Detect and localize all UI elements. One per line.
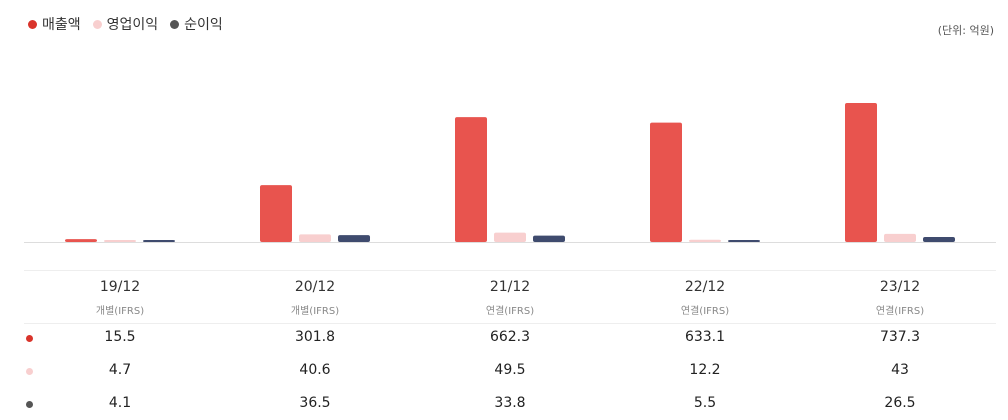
row-dot-operating-profit — [26, 368, 33, 375]
legend-label-net-income: 순이익 — [184, 17, 223, 33]
bar-operating-profit-2[interactable] — [494, 232, 526, 242]
bar-revenue-3[interactable] — [650, 122, 682, 242]
legend-dot-operating-profit — [92, 19, 102, 29]
legend-label-operating-profit: 영업이익 — [106, 17, 159, 33]
period-type-0: 개별(IFRS) — [95, 306, 145, 317]
period-label-1: 20/12 — [294, 279, 336, 295]
bar-revenue-0[interactable] — [65, 239, 97, 242]
period-type-4: 연결(IFRS) — [875, 306, 925, 317]
period-label-4: 23/12 — [879, 279, 921, 295]
bar-net-income-1[interactable] — [338, 235, 370, 242]
bar-revenue-1[interactable] — [260, 185, 292, 242]
bar-chart — [24, 103, 996, 243]
period-label-0: 19/12 — [99, 279, 141, 295]
value-operating-profit-3: 12.2 — [689, 362, 721, 378]
value-net-income-0: 4.1 — [108, 395, 132, 411]
value-revenue-0: 15.5 — [104, 329, 136, 345]
value-operating-profit-1: 40.6 — [299, 362, 331, 378]
row-dot-revenue — [26, 335, 33, 342]
legend-label-revenue: 매출액 — [42, 17, 81, 33]
legend-item-revenue[interactable]: 매출액 — [28, 14, 81, 34]
period-type-2: 연결(IFRS) — [485, 306, 535, 317]
period-label-2: 21/12 — [489, 279, 531, 295]
bar-operating-profit-0[interactable] — [104, 240, 136, 242]
value-operating-profit-2: 49.5 — [494, 362, 526, 378]
value-operating-profit-0: 4.7 — [108, 362, 132, 378]
value-revenue-3: 633.1 — [684, 329, 726, 345]
chart-legend: 매출액 영업이익 순이익 — [28, 14, 235, 34]
period-header-row — [24, 270, 996, 324]
legend-dot-net-income — [170, 19, 180, 29]
bar-operating-profit-1[interactable] — [299, 234, 331, 242]
value-net-income-3: 5.5 — [693, 395, 717, 411]
value-net-income-1: 36.5 — [299, 395, 331, 411]
bar-operating-profit-3[interactable] — [689, 239, 721, 242]
bar-net-income-4[interactable] — [923, 237, 955, 242]
period-label-3: 22/12 — [684, 279, 726, 295]
row-dot-net-income — [26, 401, 33, 408]
value-revenue-1: 301.8 — [294, 329, 336, 345]
unit-label: (단위: 억원) — [937, 24, 994, 37]
bar-net-income-2[interactable] — [533, 235, 565, 242]
legend-dot-revenue — [28, 19, 37, 29]
period-type-3: 연결(IFRS) — [680, 306, 730, 317]
value-revenue-4: 737.3 — [879, 329, 921, 345]
legend-item-net-income[interactable]: 순이익 — [170, 14, 223, 34]
bar-revenue-2[interactable] — [455, 117, 487, 242]
value-revenue-2: 662.3 — [489, 329, 531, 345]
bar-net-income-3[interactable] — [728, 240, 760, 242]
bar-revenue-4[interactable] — [845, 103, 877, 242]
bar-operating-profit-4[interactable] — [884, 233, 916, 242]
value-net-income-4: 26.5 — [884, 395, 916, 411]
value-operating-profit-4: 43 — [891, 362, 909, 378]
period-type-1: 개별(IFRS) — [290, 306, 340, 317]
value-net-income-2: 33.8 — [494, 395, 526, 411]
legend-item-operating-profit[interactable]: 영업이익 — [92, 14, 159, 34]
bar-net-income-0[interactable] — [143, 240, 175, 242]
